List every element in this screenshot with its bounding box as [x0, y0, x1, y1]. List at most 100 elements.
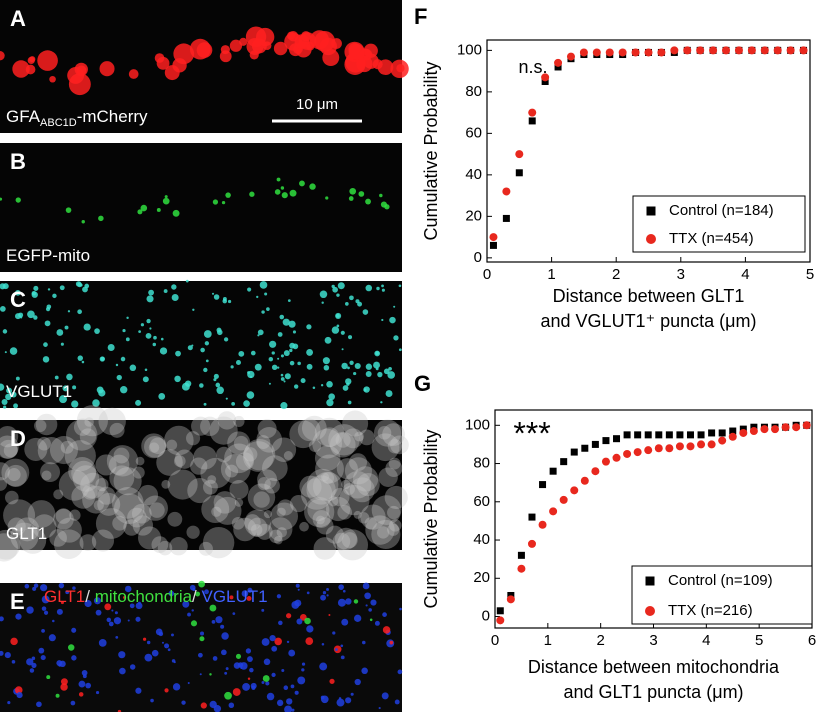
- signal: [145, 332, 152, 339]
- signal: [15, 517, 40, 542]
- signal: [209, 604, 217, 612]
- caption-part: /: [85, 587, 94, 606]
- signal: [181, 382, 190, 391]
- signal: [380, 201, 387, 208]
- signal: [380, 401, 383, 404]
- data-point: [686, 442, 695, 451]
- signal: [254, 363, 262, 371]
- data-point: [580, 476, 589, 485]
- signal: [24, 437, 48, 461]
- data-point: [517, 551, 525, 559]
- signal: [250, 350, 256, 356]
- signal: [238, 350, 245, 357]
- signal: [0, 650, 4, 656]
- signal: [225, 464, 239, 478]
- signal: [33, 315, 38, 320]
- signal: [219, 50, 232, 63]
- signal: [291, 601, 300, 609]
- signal: [156, 449, 183, 476]
- signal: [234, 498, 244, 507]
- signal: [261, 608, 265, 612]
- signal: [315, 454, 344, 484]
- data-point: [707, 440, 716, 449]
- signal: [174, 375, 181, 383]
- signal: [221, 201, 226, 205]
- signal: [122, 328, 126, 333]
- signal: [209, 700, 217, 709]
- signal: [0, 306, 6, 312]
- signal: [127, 619, 130, 622]
- signal: [193, 445, 217, 470]
- data-point: [601, 457, 610, 466]
- signal: [211, 506, 222, 517]
- signal: [328, 614, 331, 617]
- signal: [54, 375, 59, 380]
- signal: [299, 521, 309, 532]
- signal: [277, 499, 294, 516]
- signal: [192, 587, 196, 592]
- data-point: [634, 431, 642, 439]
- signal: [213, 373, 219, 379]
- signal: [305, 637, 314, 645]
- signal: [187, 345, 193, 351]
- signal: [307, 499, 330, 522]
- signal: [338, 584, 344, 590]
- signal: [377, 59, 394, 76]
- signal: [6, 387, 13, 394]
- signal: [358, 429, 375, 446]
- signal: [233, 517, 257, 542]
- signal: [213, 294, 220, 300]
- signal: [249, 191, 255, 197]
- signal: [289, 494, 308, 513]
- signal: [299, 180, 305, 187]
- signal: [171, 284, 177, 290]
- signal: [336, 324, 340, 328]
- signal: [142, 637, 147, 641]
- signal: [382, 626, 391, 634]
- signal: [40, 462, 61, 483]
- signal: [320, 384, 324, 387]
- signal: [371, 433, 400, 462]
- signal: [58, 582, 65, 589]
- signal: [2, 329, 8, 334]
- data-point: [734, 46, 743, 55]
- signal: [276, 507, 286, 517]
- signal: [49, 529, 67, 547]
- signal: [340, 655, 345, 660]
- signal: [316, 517, 334, 535]
- signal: [389, 640, 394, 645]
- signal: [381, 284, 384, 288]
- signal: [77, 355, 83, 361]
- signal: [97, 486, 116, 505]
- data-point: [528, 513, 536, 521]
- signal: [389, 316, 396, 324]
- panel-letter: A: [10, 6, 26, 31]
- signal: [84, 417, 94, 427]
- signal: [247, 587, 253, 593]
- signal: [95, 478, 109, 492]
- signal: [93, 597, 102, 605]
- signal: [306, 475, 336, 505]
- signal: [31, 290, 37, 296]
- signal: [345, 378, 352, 385]
- signal: [71, 400, 79, 408]
- signal: [138, 330, 141, 333]
- signal: [212, 656, 218, 661]
- signal: [301, 662, 306, 666]
- signal: [7, 517, 26, 536]
- signal: [257, 419, 277, 439]
- data-point: [771, 425, 780, 434]
- signal: [314, 445, 341, 471]
- signal: [163, 289, 168, 294]
- legend-marker: [645, 576, 655, 586]
- signal: [10, 637, 18, 646]
- signal: [56, 517, 82, 543]
- signal: [85, 682, 92, 689]
- legend-label: TTX (n=216): [668, 602, 753, 619]
- signal: [263, 510, 272, 519]
- signal: [56, 329, 64, 336]
- signal: [239, 37, 248, 46]
- signal: [95, 508, 127, 539]
- signal: [127, 507, 147, 528]
- signal: [344, 457, 372, 485]
